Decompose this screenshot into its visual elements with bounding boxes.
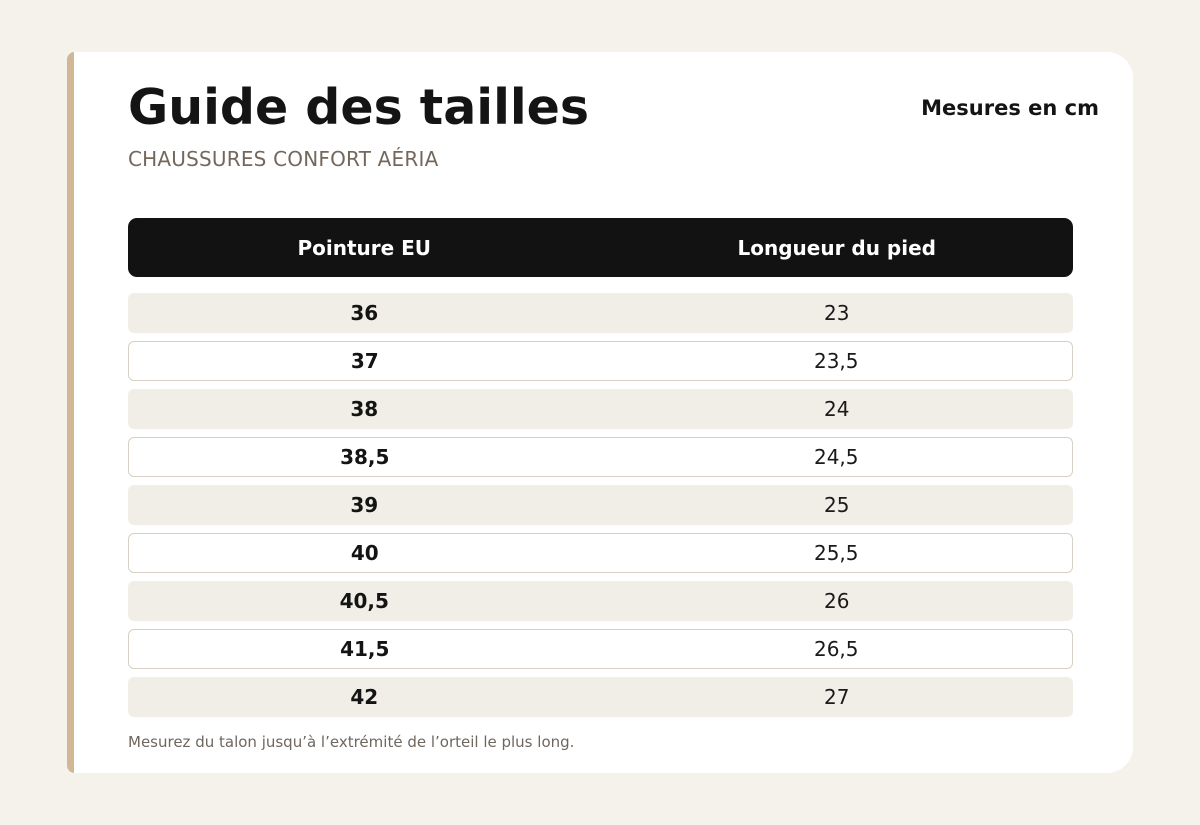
table-row: 38 24 (128, 389, 1073, 429)
foot-length-cell: 26 (824, 589, 850, 613)
foot-length-cell: 24 (824, 397, 850, 421)
foot-length-cell: 23,5 (813, 349, 859, 373)
table-row: 40,5 26 (128, 581, 1073, 621)
table-row: 39 25 (128, 485, 1073, 525)
foot-length-cell: 25 (824, 493, 850, 517)
foot-length-cell: 23 (824, 301, 850, 325)
foot-length-cell: 24,5 (813, 445, 859, 469)
eu-size-cell: 38,5 (340, 445, 390, 469)
page-title: Guide des tailles (128, 79, 590, 136)
table-row: 37 23,5 (128, 341, 1073, 381)
table-row: 42 27 (128, 677, 1073, 717)
units-label: Mesures en cm (921, 96, 1099, 120)
eu-size-cell: 39 (350, 493, 379, 517)
foot-length-cell: 27 (824, 685, 850, 709)
eu-size-cell: 41,5 (340, 637, 390, 661)
column-header-size: Pointure EU (297, 235, 432, 260)
table-header: Pointure EU Longueur du pied (128, 218, 1073, 277)
eu-size-cell: 40,5 (339, 589, 389, 613)
foot-length-cell: 25,5 (813, 541, 859, 565)
column-header-length: Longueur du pied (737, 235, 936, 260)
eu-size-cell: 40 (350, 541, 379, 565)
eu-size-cell: 38 (350, 397, 379, 421)
measurement-note: Mesurez du talon jusqu’à l’extrémité de … (128, 733, 575, 751)
table-row: 36 23 (128, 293, 1073, 333)
table-row: 38,5 24,5 (128, 437, 1073, 477)
eu-size-cell: 37 (350, 349, 379, 373)
eu-size-cell: 36 (350, 301, 379, 325)
size-table-body: 36 23 37 23,5 38 24 38,5 24,5 39 25 40 2… (128, 293, 1073, 725)
eu-size-cell: 42 (350, 685, 379, 709)
product-subtitle: CHAUSSURES CONFORT AÉRIA (128, 147, 439, 171)
foot-length-cell: 26,5 (813, 637, 859, 661)
table-row: 40 25,5 (128, 533, 1073, 573)
table-row: 41,5 26,5 (128, 629, 1073, 669)
